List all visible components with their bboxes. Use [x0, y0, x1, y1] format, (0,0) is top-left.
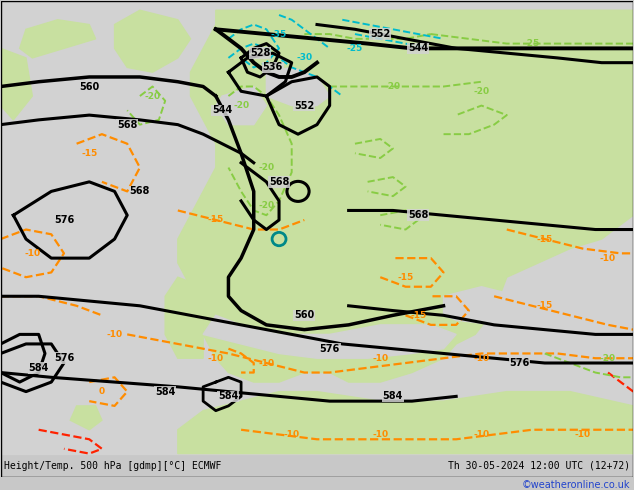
Text: 576: 576: [54, 215, 74, 225]
Polygon shape: [266, 68, 330, 105]
Text: 584: 584: [155, 387, 176, 396]
Text: -10: -10: [372, 430, 388, 439]
Text: -10: -10: [208, 354, 224, 363]
Text: -25: -25: [524, 39, 540, 48]
Text: 560: 560: [294, 310, 314, 320]
Text: 0: 0: [99, 387, 105, 396]
Text: 584: 584: [218, 392, 238, 401]
Polygon shape: [20, 20, 96, 58]
Polygon shape: [178, 10, 633, 382]
Text: Height/Temp. 500 hPa [gdmp][°C] ECMWF: Height/Temp. 500 hPa [gdmp][°C] ECMWF: [4, 461, 221, 470]
Text: -15: -15: [536, 235, 553, 244]
Text: -20: -20: [258, 201, 275, 210]
Text: 576: 576: [509, 358, 529, 368]
Text: -10: -10: [474, 354, 489, 363]
Text: -15: -15: [208, 216, 224, 224]
Text: -10: -10: [24, 249, 41, 258]
Text: -10: -10: [258, 359, 275, 368]
Polygon shape: [444, 287, 519, 325]
Text: -20: -20: [474, 87, 489, 96]
Text: -20: -20: [385, 82, 401, 91]
Text: -15: -15: [398, 273, 414, 282]
Text: 576: 576: [54, 353, 74, 363]
Polygon shape: [279, 10, 355, 105]
Text: -10: -10: [474, 430, 489, 439]
Text: 544: 544: [212, 105, 232, 115]
Text: 576: 576: [320, 343, 340, 354]
Text: -10: -10: [372, 354, 388, 363]
Text: 536: 536: [262, 62, 283, 73]
Text: 528: 528: [250, 48, 270, 58]
Polygon shape: [1, 49, 32, 120]
Polygon shape: [115, 10, 190, 72]
Text: -20: -20: [145, 92, 160, 100]
Text: 560: 560: [79, 81, 100, 92]
Text: -10: -10: [574, 430, 591, 439]
Text: -15: -15: [536, 301, 553, 310]
Text: -15: -15: [410, 311, 426, 320]
Text: 568: 568: [269, 177, 289, 187]
Polygon shape: [545, 277, 595, 344]
Text: Th 30-05-2024 12:00 UTC (12+72): Th 30-05-2024 12:00 UTC (12+72): [448, 461, 630, 470]
Text: -20: -20: [600, 354, 616, 363]
Text: -35: -35: [271, 29, 287, 39]
Text: -15: -15: [81, 149, 98, 158]
Text: -10: -10: [600, 254, 616, 263]
Text: 568: 568: [408, 210, 429, 220]
Text: 552: 552: [294, 100, 314, 111]
Text: -25: -25: [347, 44, 363, 53]
Polygon shape: [203, 316, 456, 358]
Text: 568: 568: [117, 120, 138, 130]
Text: -20: -20: [233, 101, 249, 110]
Text: -10: -10: [107, 330, 122, 339]
Polygon shape: [216, 87, 266, 124]
Text: 568: 568: [130, 186, 150, 196]
Text: 552: 552: [370, 29, 391, 39]
Text: 544: 544: [408, 44, 429, 53]
Text: 584: 584: [383, 392, 403, 401]
Text: 584: 584: [29, 363, 49, 373]
Text: -30: -30: [296, 53, 313, 62]
Polygon shape: [165, 277, 203, 358]
Text: -10: -10: [283, 430, 300, 439]
Polygon shape: [178, 392, 633, 454]
Polygon shape: [70, 406, 102, 430]
Text: -20: -20: [258, 163, 275, 172]
Text: ©weatheronline.co.uk: ©weatheronline.co.uk: [522, 480, 630, 490]
